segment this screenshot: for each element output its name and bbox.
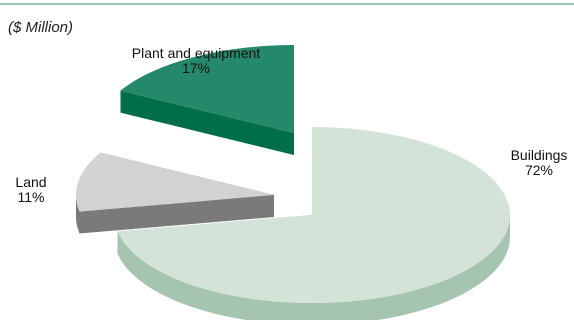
slice-label-percent: 72% <box>525 162 553 178</box>
slice-label-percent: 17% <box>182 60 210 76</box>
pie-slice-land <box>76 152 274 212</box>
pie-slice-side <box>117 215 510 320</box>
top-divider <box>0 3 574 5</box>
pie-tops <box>76 45 510 304</box>
slice-label-name: Plant and equipment <box>132 45 261 61</box>
unit-caption: ($ Million) <box>8 19 74 36</box>
slice-label-name: Buildings <box>511 147 568 163</box>
pie-slice-side <box>76 195 80 234</box>
pie-slice-plant-and-equipment <box>120 45 295 133</box>
slice-label-percent: 11% <box>18 189 45 205</box>
pie-slice-buildings <box>117 127 510 304</box>
slice-label-name: Land <box>15 174 46 190</box>
pie-slice-cut-face <box>120 90 295 155</box>
